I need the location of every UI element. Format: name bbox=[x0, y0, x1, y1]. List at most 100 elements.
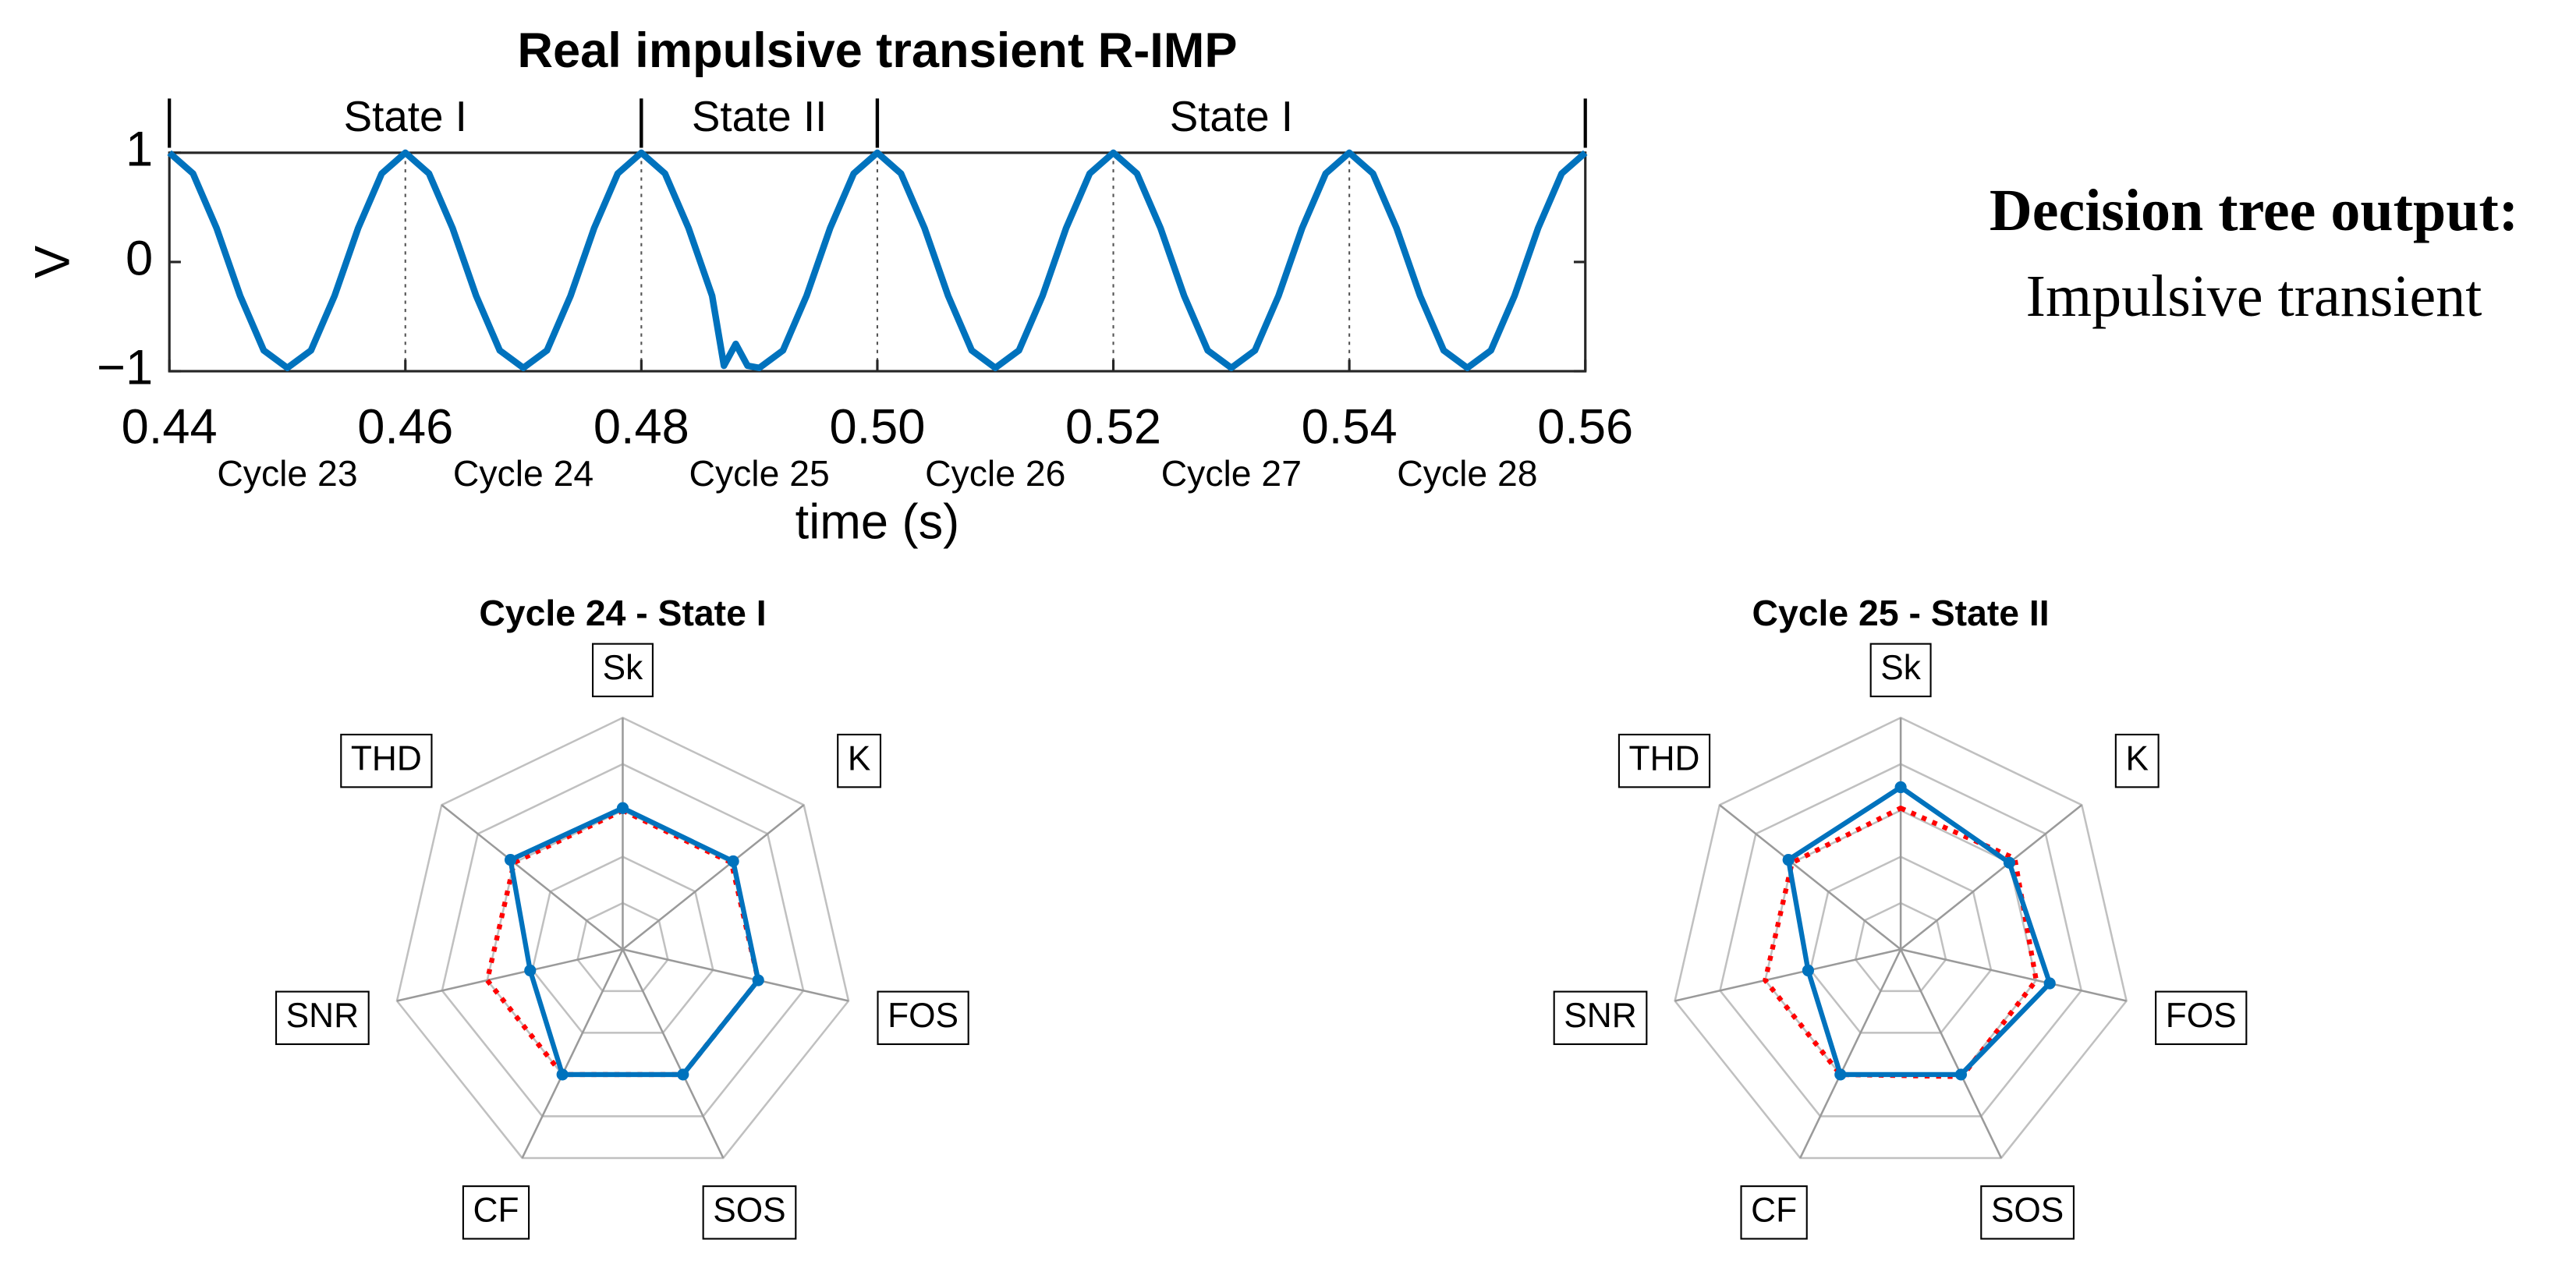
x-tick-label: 0.54 bbox=[1302, 400, 1398, 455]
radar-ring bbox=[395, 717, 850, 1160]
axis-label: SNR bbox=[275, 990, 370, 1046]
radar-point bbox=[616, 802, 629, 814]
radar-ring bbox=[531, 855, 714, 1034]
radar-ring bbox=[441, 763, 805, 1117]
axis-label: K bbox=[837, 733, 882, 788]
y-tick-label: −1 bbox=[97, 341, 153, 395]
radar-point bbox=[524, 964, 537, 977]
axis-label: FOS bbox=[877, 990, 969, 1046]
radar-point bbox=[556, 1068, 569, 1081]
axis-label-box bbox=[1869, 643, 1932, 698]
axis-label-text: K bbox=[848, 739, 871, 777]
cycle-label: Cycle 28 bbox=[1397, 453, 1537, 494]
axis-label-box bbox=[591, 643, 654, 698]
axis-label-text: THD bbox=[351, 739, 422, 777]
axis-label-text: K bbox=[2125, 739, 2148, 777]
radar-point bbox=[1834, 1068, 1847, 1081]
y-axis-label: V bbox=[26, 246, 80, 278]
radar-ring bbox=[1719, 763, 2083, 1117]
radar-title: Cycle 24 - State I bbox=[479, 593, 766, 633]
radar-point bbox=[2003, 856, 2016, 869]
radar-point bbox=[2043, 977, 2056, 990]
axis-label-box bbox=[702, 1185, 797, 1240]
axis-label: SNR bbox=[1553, 990, 1648, 1046]
axis-label-text: CF bbox=[473, 1191, 519, 1229]
axis-label-box bbox=[2114, 733, 2160, 788]
cycle-label: Cycle 27 bbox=[1161, 453, 1302, 494]
axis-label-box bbox=[1553, 990, 1648, 1046]
radar-spoke bbox=[1900, 804, 2083, 951]
radar-spoke bbox=[396, 948, 623, 1002]
radar-spoke bbox=[1719, 804, 1901, 951]
radar-ring bbox=[1674, 717, 2128, 1160]
decision-tree-output: Decision tree output: Impulsive transien… bbox=[1926, 168, 2576, 339]
radar-point bbox=[1954, 1068, 1968, 1081]
axis-label: SOS bbox=[702, 1185, 797, 1240]
axis-label-box bbox=[275, 990, 370, 1046]
state-label: State I bbox=[344, 92, 467, 140]
radar-point bbox=[1782, 854, 1795, 866]
cycle-label: Cycle 25 bbox=[689, 453, 830, 494]
axis-label-text: SOS bbox=[713, 1191, 785, 1229]
radar-point bbox=[727, 855, 739, 868]
axis-label: K bbox=[2114, 733, 2160, 788]
decision-label: Decision tree output: bbox=[1989, 178, 2519, 243]
axis-label-box bbox=[340, 733, 433, 788]
cycle-label: Cycle 24 bbox=[453, 453, 594, 494]
y-tick-label: 1 bbox=[126, 122, 153, 177]
axis-label-box bbox=[837, 733, 882, 788]
radar-spoke bbox=[1674, 948, 1901, 1002]
axis-label: THD bbox=[1618, 733, 1711, 788]
chart-title: Real impulsive transient R-IMP bbox=[517, 23, 1237, 78]
axis-label: Sk bbox=[591, 643, 654, 698]
x-tick-label: 0.46 bbox=[357, 400, 453, 455]
axis-label: SOS bbox=[1980, 1185, 2075, 1240]
y-tick-label: 0 bbox=[126, 232, 153, 286]
axis-label-text: FOS bbox=[2166, 997, 2237, 1035]
radar-series bbox=[1785, 785, 2053, 1078]
axis-label-box bbox=[462, 1185, 530, 1240]
radar-series bbox=[508, 806, 761, 1078]
axis-label: Sk bbox=[1869, 643, 1932, 698]
axis-label-box bbox=[1980, 1185, 2075, 1240]
axis-label-box bbox=[1740, 1185, 1808, 1240]
cycle-label: Cycle 26 bbox=[925, 453, 1065, 494]
axis-label-text: Sk bbox=[1880, 649, 1921, 687]
signal-line bbox=[167, 149, 1588, 372]
x-axis-label: time (s) bbox=[795, 495, 960, 550]
x-tick-label: 0.44 bbox=[122, 400, 218, 455]
axis-label: FOS bbox=[2155, 990, 2248, 1046]
radar-point bbox=[504, 854, 517, 866]
radar-point bbox=[752, 974, 764, 986]
x-tick-label: 0.52 bbox=[1065, 400, 1161, 455]
radar-spoke bbox=[521, 948, 624, 1159]
radar-spoke bbox=[1799, 948, 1902, 1159]
axis-label: CF bbox=[462, 1185, 530, 1240]
axis-label-text: Sk bbox=[603, 649, 643, 687]
radar-spoke bbox=[622, 804, 805, 951]
decision-text: Impulsive transient bbox=[2025, 264, 2482, 330]
radar-spoke bbox=[622, 948, 849, 1002]
x-tick-label: 0.48 bbox=[594, 400, 689, 455]
radar-spoke bbox=[1899, 948, 2003, 1159]
radar-point bbox=[1802, 964, 1814, 977]
axis-label-text: FOS bbox=[888, 997, 958, 1035]
axis-label-text: THD bbox=[1629, 739, 1700, 777]
radar-ring bbox=[1809, 855, 1993, 1034]
axis-label-text: SNR bbox=[1564, 997, 1636, 1035]
axis-label-box bbox=[877, 990, 969, 1046]
radar-spoke bbox=[1900, 948, 2127, 1002]
state-label: State II bbox=[692, 92, 827, 140]
radar-point bbox=[1894, 781, 1907, 794]
radar-spoke bbox=[441, 804, 624, 951]
radar-point bbox=[677, 1068, 689, 1081]
axis-label-box bbox=[2155, 990, 2248, 1046]
axis-label: THD bbox=[340, 733, 433, 788]
x-tick-label: 0.56 bbox=[1537, 400, 1633, 455]
axis-label-text: CF bbox=[1751, 1191, 1797, 1229]
radar-spoke bbox=[622, 948, 725, 1159]
radar-ring bbox=[576, 901, 669, 993]
x-tick-label: 0.50 bbox=[829, 400, 925, 455]
